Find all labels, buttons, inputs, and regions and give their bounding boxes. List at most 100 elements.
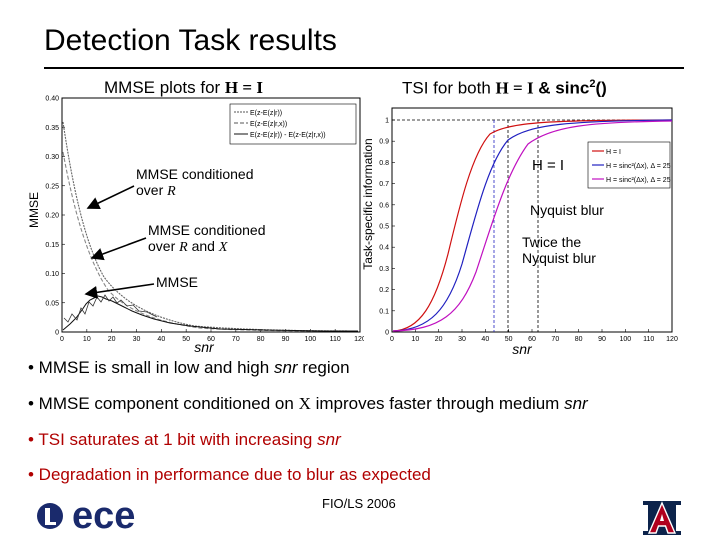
- tsi-xlabel: snr: [512, 341, 533, 356]
- right-title-sup: 2: [589, 78, 596, 90]
- bullet-4: • Degradation in performance due to blur…: [28, 465, 431, 484]
- mmse-legend-2: E(z-E(z|r,x)): [250, 121, 287, 128]
- tsi-xtick-label: 90: [598, 336, 606, 343]
- tsi-yticks: 1 0.9 0.8 0.7 0.6 0.5 0.4 0.3 0.2 0.1 0: [379, 118, 395, 337]
- annot-cond-r-line1: MMSE conditioned: [136, 166, 254, 182]
- tsi-ylabel: Task-specific information: [361, 138, 375, 269]
- tsi-xtick-label: 100: [619, 336, 631, 343]
- mmse-ytick-label: 0.40: [45, 96, 59, 103]
- annot-twice-line2: Nyquist blur: [522, 250, 596, 266]
- mmse-ytick-label: 0.15: [45, 242, 59, 249]
- tsi-ytick-label: 0.8: [379, 160, 389, 167]
- mmse-xtick-label: 110: [330, 336, 341, 343]
- mmse-ytick-label: 0.10: [45, 271, 59, 278]
- tsi-curve-h-eq-i: [392, 119, 673, 332]
- mmse-ytick-label: 0.30: [45, 154, 59, 161]
- mmse-legend-1: E(z-E(z|r)): [250, 110, 282, 117]
- annot-mmse-cond-rx: MMSE conditioned over R and X: [148, 222, 266, 256]
- tsi-xtick-label: 10: [411, 336, 419, 343]
- annot-cond-rx-line2: over R and X: [148, 238, 228, 255]
- mmse-xtick-label: 40: [157, 336, 165, 343]
- tsi-curve-twice-nyquist: [392, 120, 673, 332]
- annot-cond-rx-line1: MMSE conditioned: [148, 222, 266, 238]
- tsi-curve-nyquist: [392, 119, 673, 332]
- left-panel-title: MMSE plots for H = I: [104, 78, 263, 98]
- mmse-yticks: 0.40 0.35 0.30 0.25 0.20 0.15 0.10 0.05 0: [45, 96, 65, 337]
- mmse-ytick-label: 0.25: [45, 183, 59, 190]
- annot-cond-r-line2: over R: [136, 182, 176, 199]
- mmse-xtick-label: 120: [354, 336, 364, 343]
- right-title-prefix: TSI for both: [402, 78, 496, 98]
- annot-twice-nyquist: Twice the Nyquist blur: [522, 234, 596, 266]
- tsi-legend-1: H = I: [606, 149, 621, 156]
- left-title-math: H = I: [224, 78, 263, 97]
- tsi-xtick-label: 120: [666, 336, 678, 343]
- mmse-ytick-label: 0.20: [45, 213, 59, 220]
- right-title-math: H = I: [495, 78, 534, 98]
- mmse-xtick-label: 30: [133, 336, 141, 343]
- mmse-ytick-label: 0.05: [45, 300, 59, 307]
- tsi-xtick-label: 80: [575, 336, 583, 343]
- mmse-legend: E(z-E(z|r)) E(z-E(z|r,x)) E(z-E(z|r)) - …: [229, 103, 357, 145]
- tsi-ytick-label: 0.6: [379, 202, 389, 209]
- tsi-plot: Task-specific information 1 0.9 0.8 0.7 0.6 0…: [361, 107, 678, 356]
- tsi-xtick-label: 60: [528, 336, 536, 343]
- title-rule: [44, 67, 684, 69]
- annot-h-eq-i: H = I: [532, 157, 565, 174]
- mmse-xtick-label: 20: [108, 336, 116, 343]
- mmse-xtick-label: 70: [232, 336, 240, 343]
- tsi-xtick-label: 50: [505, 336, 513, 343]
- mmse-curve-r: [62, 121, 359, 332]
- tsi-legend-3: H = sinc²(Δx), Δ = 25: [606, 177, 671, 184]
- mmse-xtick-label: 10: [83, 336, 91, 343]
- bullet-3: • TSI saturates at 1 bit with increasing…: [28, 430, 341, 449]
- tsi-legend: H = I H = sinc²(Δx), Δ = 25 H = sinc²(Δx…: [587, 141, 671, 189]
- mmse-xlabel: snr: [194, 339, 215, 354]
- ece-logo-text: ece: [72, 496, 135, 534]
- bullet-2: • MMSE component conditioned on X improv…: [28, 394, 588, 413]
- tsi-ytick-label: 0.1: [379, 308, 389, 315]
- mmse-xtick-label: 90: [282, 336, 290, 343]
- ece-logo: ece: [37, 496, 135, 534]
- mmse-xtick-label: 100: [304, 336, 316, 343]
- right-title-suffix: & sinc: [533, 78, 590, 98]
- mmse-xticks: 0 10 20 30 40 50 60 70 80 90 100 110 120: [60, 329, 364, 343]
- footer-text: FIO/LS 2006: [322, 496, 396, 511]
- tsi-xtick-label: 0: [390, 336, 394, 343]
- mmse-xtick-label: 0: [60, 336, 64, 343]
- annot-mmse-cond-r: MMSE conditioned over R: [136, 166, 254, 200]
- mmse-ytick-label: 0: [55, 330, 59, 337]
- tsi-ytick-label: 0.7: [379, 181, 389, 188]
- annot-nyquist: Nyquist blur: [530, 202, 604, 218]
- tsi-xticks: 0 10 20 30 40 50 60 70 80 90 100 110 120: [390, 329, 678, 343]
- left-title-prefix: MMSE plots for: [104, 78, 225, 97]
- tsi-ytick-label: 0: [385, 330, 389, 337]
- mmse-ytick-label: 0.35: [45, 125, 59, 132]
- tsi-xtick-label: 70: [551, 336, 559, 343]
- tsi-ytick-label: 0.9: [379, 139, 389, 146]
- mmse-xtick-label: 50: [182, 336, 190, 343]
- mmse-xtick-label: 60: [207, 336, 215, 343]
- mmse-xtick-label: 80: [257, 336, 265, 343]
- annot-mmse: MMSE: [156, 274, 198, 290]
- bullet-1: • MMSE is small in low and high snr regi…: [28, 358, 350, 377]
- mmse-noise: [63, 294, 158, 323]
- tsi-xtick-label: 20: [435, 336, 443, 343]
- slide-title: Detection Task results: [44, 24, 337, 57]
- annot-twice-line1: Twice the: [522, 234, 582, 250]
- tsi-ytick-label: 0.5: [379, 224, 389, 231]
- tsi-xtick-label: 40: [481, 336, 489, 343]
- tsi-legend-2: H = sinc²(Δx), Δ = 25: [606, 163, 671, 170]
- tsi-ytick-label: 0.3: [379, 266, 389, 273]
- tsi-ytick-label: 1: [385, 118, 389, 125]
- right-panel-title: TSI for both H = I & sinc2(): [402, 78, 607, 99]
- university-arizona-logo: [643, 501, 681, 535]
- tsi-ytick-label: 0.4: [379, 245, 389, 252]
- tsi-ytick-label: 0.2: [379, 287, 389, 294]
- tsi-xtick-label: 30: [458, 336, 466, 343]
- mmse-curve-diff: [62, 295, 358, 332]
- mmse-legend-3: E(z-E(z|r)) - E(z-E(z|r,x)): [250, 132, 326, 139]
- tsi-xtick-label: 110: [643, 336, 654, 343]
- mmse-ylabel: MMSE: [27, 192, 41, 228]
- right-title-end: (): [595, 78, 607, 98]
